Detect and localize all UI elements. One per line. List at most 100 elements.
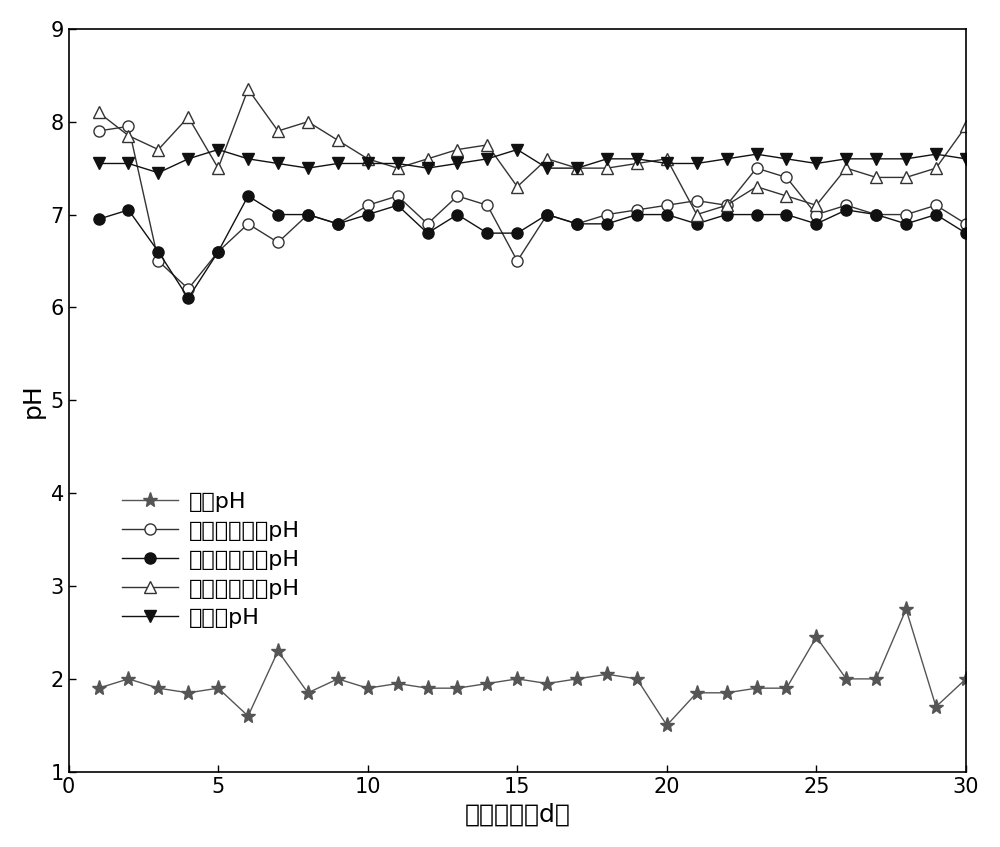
三级物化出水pH (601, 163, 613, 174)
三级物化出水pH (870, 172, 882, 182)
一级物化出水pH (451, 191, 463, 201)
进水pH (870, 674, 882, 684)
进水pH (840, 674, 852, 684)
进水pH (242, 711, 254, 721)
二级物化出水pH (571, 219, 583, 229)
一级物化出水pH (362, 200, 374, 210)
一级物化出水pH (661, 200, 673, 210)
三级物化出水pH (780, 191, 792, 201)
二级物化出水pH (212, 246, 224, 257)
进水pH (691, 688, 703, 698)
总排口pH (751, 149, 763, 159)
进水pH (272, 646, 284, 656)
三级物化出水pH (182, 112, 194, 122)
进水pH (571, 674, 583, 684)
二级物化出水pH (511, 228, 523, 238)
二级物化出水pH (541, 209, 553, 219)
一级物化出水pH (392, 191, 404, 201)
三级物化出水pH (810, 200, 822, 210)
三级物化出水pH (302, 117, 314, 127)
一级物化出水pH (900, 209, 912, 219)
进水pH (780, 683, 792, 693)
总排口pH (302, 163, 314, 174)
一级物化出水pH (422, 219, 434, 229)
三级物化出水pH (661, 154, 673, 164)
进水pH (900, 604, 912, 614)
一级物化出水pH (751, 163, 763, 174)
总排口pH (362, 158, 374, 169)
进水pH (362, 683, 374, 693)
进水pH (721, 688, 733, 698)
Line: 总排口pH: 总排口pH (93, 144, 971, 179)
总排口pH (780, 154, 792, 164)
总排口pH (810, 158, 822, 169)
二级物化出水pH (751, 209, 763, 219)
三级物化出水pH (721, 200, 733, 210)
二级物化出水pH (631, 209, 643, 219)
二级物化出水pH (691, 219, 703, 229)
总排口pH (900, 154, 912, 164)
二级物化出水pH (870, 209, 882, 219)
一级物化出水pH (152, 256, 164, 266)
二级物化出水pH (900, 219, 912, 229)
二级物化出水pH (302, 209, 314, 219)
一级物化出水pH (302, 209, 314, 219)
三级物化出水pH (541, 154, 553, 164)
进水pH (422, 683, 434, 693)
三级物化出水pH (392, 163, 404, 174)
一级物化出水pH (182, 284, 194, 294)
二级物化出水pH (93, 214, 105, 224)
一级物化出水pH (780, 172, 792, 182)
三级物化出水pH (481, 140, 493, 150)
进水pH (960, 674, 972, 684)
二级物化出水pH (362, 209, 374, 219)
Line: 三级物化出水pH: 三级物化出水pH (93, 84, 971, 220)
进水pH (661, 720, 673, 730)
进水pH (541, 678, 553, 689)
一级物化出水pH (870, 209, 882, 219)
一级物化出水pH (332, 219, 344, 229)
X-axis label: 运行时间（d）: 运行时间（d） (464, 802, 570, 826)
一级物化出水pH (930, 200, 942, 210)
Line: 二级物化出水pH: 二级物化出水pH (93, 191, 971, 304)
Legend: 进水pH, 一级物化出水pH, 二级物化出水pH, 三级物化出水pH, 总排口pH: 进水pH, 一级物化出水pH, 二级物化出水pH, 三级物化出水pH, 总排口p… (116, 485, 307, 634)
三级物化出水pH (960, 121, 972, 131)
一级物化出水pH (840, 200, 852, 210)
一级物化出水pH (212, 246, 224, 257)
总排口pH (960, 154, 972, 164)
一级物化出水pH (631, 205, 643, 215)
进水pH (930, 701, 942, 711)
总排口pH (122, 158, 134, 169)
进水pH (631, 674, 643, 684)
二级物化出水pH (481, 228, 493, 238)
进水pH (481, 678, 493, 689)
总排口pH (422, 163, 434, 174)
一级物化出水pH (481, 200, 493, 210)
进水pH (751, 683, 763, 693)
总排口pH (481, 154, 493, 164)
一级物化出水pH (93, 126, 105, 136)
总排口pH (930, 149, 942, 159)
总排口pH (182, 154, 194, 164)
三级物化出水pH (840, 163, 852, 174)
三级物化出水pH (571, 163, 583, 174)
总排口pH (721, 154, 733, 164)
进水pH (601, 669, 613, 679)
二级物化出水pH (960, 228, 972, 238)
三级物化出水pH (900, 172, 912, 182)
二级物化出水pH (422, 228, 434, 238)
三级物化出水pH (122, 130, 134, 141)
二级物化出水pH (392, 200, 404, 210)
三级物化出水pH (511, 181, 523, 191)
一级物化出水pH (511, 256, 523, 266)
二级物化出水pH (451, 209, 463, 219)
二级物化出水pH (122, 205, 134, 215)
三级物化出水pH (451, 145, 463, 155)
总排口pH (212, 145, 224, 155)
二级物化出水pH (601, 219, 613, 229)
二级物化出水pH (930, 209, 942, 219)
总排口pH (661, 158, 673, 169)
二级物化出水pH (242, 191, 254, 201)
三级物化出水pH (751, 181, 763, 191)
一级物化出水pH (272, 237, 284, 247)
